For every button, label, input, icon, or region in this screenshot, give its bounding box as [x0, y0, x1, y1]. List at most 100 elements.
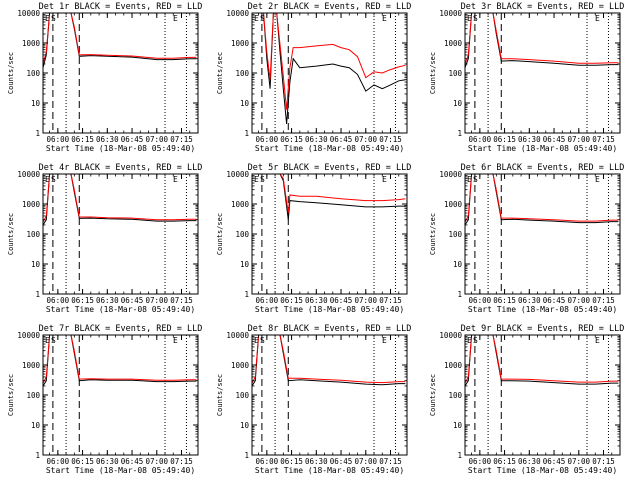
x-tick-label: 06:00 [256, 457, 279, 466]
x-tick-label: 06:00 [469, 457, 492, 466]
x-tick-label: 06:45 [330, 135, 353, 144]
chart-title: Det 3r BLACK = Events, RED = LLD [461, 2, 625, 12]
corner-label: E [45, 14, 50, 23]
x-tick-label: 06:15 [280, 457, 303, 466]
corner-label: E [45, 175, 50, 184]
y-tick-label: 1000 [231, 39, 250, 48]
y-tick-label: 1 [244, 290, 249, 299]
chart-panel-4: Det 4r BLACK = Events, RED = LLD 1 10 100 10… [7, 163, 202, 314]
y-tick-label: 10 [453, 260, 463, 269]
corner-label: E [45, 336, 50, 345]
x-tick-label: 06:15 [280, 135, 303, 144]
chart-panel-9: Det 9r BLACK = Events, RED = LLD 1 10 100 10… [429, 324, 624, 475]
x-axis-label: Start Time (18-Mar-08 05:49:40) [468, 305, 617, 314]
series-lld-line [252, 12, 406, 110]
x-tick-label: 07:00 [145, 457, 168, 466]
y-axis-label: Counts/sec [7, 52, 15, 94]
y-tick-label: 100 [448, 69, 462, 78]
y-axis-label: Counts/sec [429, 52, 437, 94]
y-tick-label: 100 [235, 391, 249, 400]
x-tick-label: 06:15 [71, 296, 94, 305]
y-tick-label: 1 [35, 451, 40, 460]
y-axis-label: Counts/sec [7, 213, 15, 255]
x-tick-label: 07:15 [379, 135, 402, 144]
chart-title: Det 6r BLACK = Events, RED = LLD [461, 163, 625, 173]
y-tick-label: 10 [240, 421, 250, 430]
y-tick-label: 10000 [439, 170, 462, 179]
x-tick-label: 07:00 [145, 135, 168, 144]
y-tick-label: 100 [448, 391, 462, 400]
x-axis-label: Start Time (18-Mar-08 05:49:40) [46, 144, 195, 153]
y-tick-label: 10000 [17, 331, 40, 340]
y-tick-label: 1000 [444, 200, 463, 209]
corner-label: E [173, 336, 178, 345]
x-tick-label: 06:45 [330, 457, 353, 466]
y-axis-label: Counts/sec [429, 374, 437, 416]
x-tick-label: 06:45 [543, 457, 566, 466]
y-tick-label: 10000 [439, 9, 462, 18]
x-tick-label: 06:00 [469, 296, 492, 305]
chart-panel-1: Det 1r BLACK = Events, RED = LLD 1 10 100 10… [7, 2, 202, 153]
x-tick-label: 06:30 [518, 296, 541, 305]
x-tick-label: 06:00 [47, 457, 70, 466]
corner-label: E [173, 14, 178, 23]
x-tick-label: 06:30 [96, 296, 119, 305]
x-tick-label: 06:15 [493, 457, 516, 466]
corner-label: E [254, 14, 259, 23]
y-tick-label: 10 [453, 99, 463, 108]
chart-panel-2: Det 2r BLACK = Events, RED = LLD 1 10 100 10… [216, 2, 411, 153]
corner-label: E [595, 175, 600, 184]
y-tick-label: 1 [457, 451, 462, 460]
x-axis-label: Start Time (18-Mar-08 05:49:40) [468, 466, 617, 475]
y-tick-label: 100 [235, 230, 249, 239]
x-tick-label: 06:00 [469, 135, 492, 144]
corner-label: E [382, 175, 387, 184]
x-tick-label: 06:45 [121, 296, 144, 305]
y-tick-label: 1 [457, 129, 462, 138]
y-tick-label: 1 [457, 290, 462, 299]
corner-label: E [595, 14, 600, 23]
corner-label: E [254, 336, 259, 345]
corner-label: E [254, 175, 259, 184]
corner-label: S [51, 14, 56, 23]
corner-label: S [260, 14, 265, 23]
chart-title: Det 8r BLACK = Events, RED = LLD [248, 324, 412, 334]
x-tick-label: 06:30 [305, 457, 328, 466]
x-tick-label: 06:45 [121, 135, 144, 144]
y-tick-label: 100 [235, 69, 249, 78]
x-tick-label: 06:30 [518, 457, 541, 466]
x-axis-label: Start Time (18-Mar-08 05:49:40) [255, 466, 404, 475]
x-tick-label: 06:00 [47, 135, 70, 144]
corner-label: S [473, 175, 478, 184]
corner-label: E [467, 14, 472, 23]
x-tick-label: 07:00 [567, 296, 590, 305]
y-tick-label: 10000 [226, 9, 249, 18]
series-events-line [252, 12, 406, 125]
x-tick-label: 06:30 [305, 296, 328, 305]
x-tick-label: 06:45 [543, 296, 566, 305]
corner-label: E [382, 336, 387, 345]
y-tick-label: 1 [35, 129, 40, 138]
x-tick-label: 07:00 [567, 135, 590, 144]
x-tick-label: 06:45 [330, 296, 353, 305]
y-tick-label: 10 [453, 421, 463, 430]
x-tick-label: 06:15 [71, 457, 94, 466]
x-axis-label: Start Time (18-Mar-08 05:49:40) [46, 305, 195, 314]
x-tick-label: 06:30 [96, 135, 119, 144]
x-tick-label: 07:00 [354, 457, 377, 466]
x-tick-label: 06:15 [71, 135, 94, 144]
x-tick-label: 06:15 [493, 296, 516, 305]
chart-title: Det 7r BLACK = Events, RED = LLD [39, 324, 203, 334]
x-tick-label: 07:15 [170, 296, 193, 305]
x-axis-label: Start Time (18-Mar-08 05:49:40) [46, 466, 195, 475]
corner-label: S [260, 336, 265, 345]
x-axis-label: Start Time (18-Mar-08 05:49:40) [468, 144, 617, 153]
corner-label: E [382, 14, 387, 23]
chart-title: Det 9r BLACK = Events, RED = LLD [461, 324, 625, 334]
x-tick-label: 06:30 [518, 135, 541, 144]
corner-label: S [473, 336, 478, 345]
y-tick-label: 100 [26, 69, 40, 78]
x-tick-label: 06:00 [47, 296, 70, 305]
y-tick-label: 10000 [439, 331, 462, 340]
corner-label: S [51, 336, 56, 345]
